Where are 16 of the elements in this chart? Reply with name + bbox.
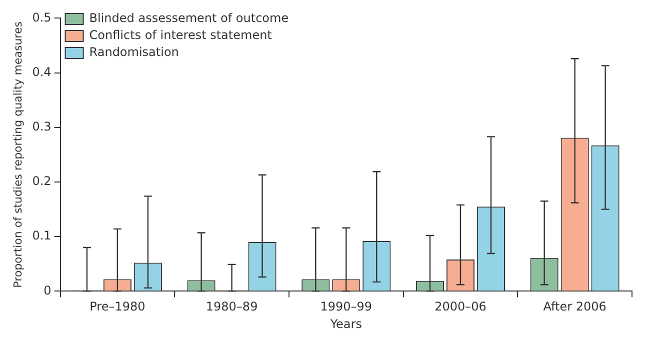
x-tick-label: 2000–06 bbox=[434, 300, 486, 314]
y-tick-label: 0.1 bbox=[32, 228, 52, 243]
legend-label: Randomisation bbox=[89, 45, 179, 60]
y-tick-label: 0.3 bbox=[32, 120, 52, 134]
y-tick-label: 0.4 bbox=[32, 64, 52, 79]
y-axis-title: Proportion of studies reporting quality measures bbox=[11, 21, 24, 288]
y-tick-label: 0 bbox=[44, 283, 52, 298]
x-tick-label: Pre–1980 bbox=[90, 300, 146, 314]
legend-label: Blinded assessement of outcome bbox=[89, 11, 289, 26]
x-tick-label: 1990–99 bbox=[320, 300, 372, 314]
y-tick-label: 0.2 bbox=[32, 174, 52, 188]
x-tick-label: 1980–89 bbox=[206, 300, 258, 314]
x-axis-title: Years bbox=[329, 316, 362, 331]
x-tick-label: After 2006 bbox=[543, 300, 606, 314]
y-tick-label: 0.5 bbox=[32, 10, 52, 24]
legend-label: Conflicts of interest statement bbox=[89, 28, 272, 42]
